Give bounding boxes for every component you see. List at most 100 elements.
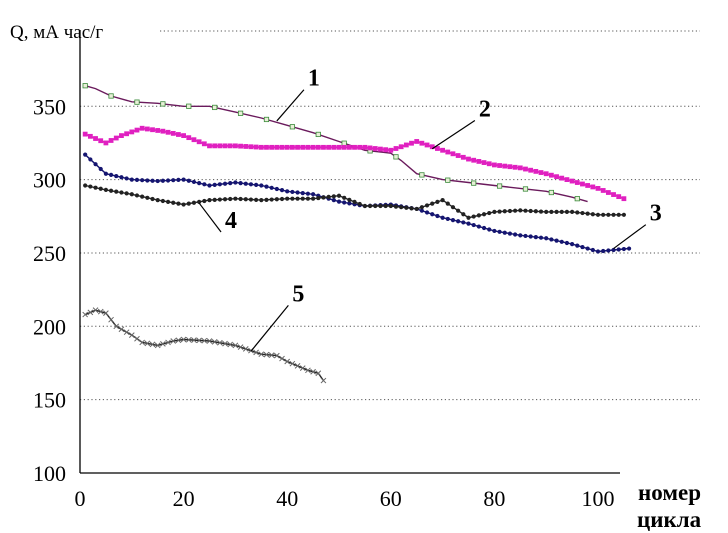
series-2-point	[481, 160, 487, 165]
series-3-point	[259, 183, 264, 188]
series-2-point	[528, 167, 534, 173]
series-4-point	[222, 197, 228, 202]
curve-labels: 1 2 3 4 5	[198, 66, 662, 352]
series-4-point	[155, 198, 160, 203]
series-2-point	[512, 164, 518, 170]
series-4-point	[611, 212, 616, 217]
series-2-point	[279, 144, 285, 150]
curve-label-1: 1	[308, 66, 320, 92]
series-5-point	[299, 365, 306, 371]
series-2-point	[523, 166, 528, 172]
series-4-point	[383, 203, 388, 209]
series-4-point	[160, 198, 165, 204]
y-tick-label-100: 100	[33, 461, 66, 486]
series-3-point	[119, 175, 124, 180]
series-4-point	[404, 205, 409, 210]
series-5-point	[170, 338, 177, 344]
series-2-point	[144, 126, 150, 132]
series-3-point	[269, 185, 274, 190]
series-4-point	[554, 209, 559, 214]
series-2-point	[419, 140, 425, 146]
series-4-point	[424, 203, 430, 208]
series-3-point	[238, 181, 243, 186]
series-2-point	[466, 156, 471, 162]
series-3-point	[311, 192, 316, 197]
series-5-point	[139, 339, 146, 346]
series-3-point	[254, 182, 259, 187]
series-5-point	[305, 367, 311, 374]
series-4-point	[259, 198, 264, 203]
leader-line-1	[276, 89, 305, 122]
series-2-point	[170, 130, 176, 136]
series-3-point	[274, 186, 279, 192]
series-2-point	[517, 165, 523, 171]
series-4-point	[492, 209, 497, 214]
series-3-point	[217, 182, 222, 187]
series-1-point	[186, 103, 192, 109]
series-3-point	[456, 219, 461, 224]
y-tick-label-250: 250	[33, 241, 66, 266]
series-3-point	[305, 191, 311, 196]
series-2-point	[616, 194, 622, 200]
series-2-point	[191, 137, 197, 143]
series-4-point	[176, 201, 181, 206]
series-4-point	[83, 183, 88, 188]
series-5-point	[253, 349, 259, 356]
series-4-point	[295, 196, 300, 201]
series-2-point	[248, 144, 254, 150]
series-3-point	[538, 235, 544, 240]
series-3-point	[134, 177, 140, 182]
series-2-point	[393, 146, 399, 151]
series-3-point	[424, 210, 430, 215]
series-4-point	[269, 197, 274, 202]
series-2-point	[176, 132, 181, 137]
series-3-point	[497, 229, 502, 234]
series-5-point	[294, 363, 301, 369]
series-4-point	[466, 215, 471, 220]
series-3-point	[507, 231, 513, 236]
series-5-point	[87, 309, 94, 316]
series-3-point	[580, 244, 585, 250]
series-5-point	[165, 339, 171, 346]
curve-label-5: 5	[292, 281, 304, 307]
leader-line-4	[198, 202, 222, 233]
series-3-point	[181, 177, 186, 182]
series-4-point	[238, 196, 243, 202]
series-3-point	[626, 246, 632, 251]
series-2-point	[243, 144, 249, 149]
series-4-point	[518, 208, 523, 213]
series-3	[83, 152, 632, 254]
x-tick-label-100: 100	[582, 486, 615, 511]
series-4-point	[145, 195, 150, 200]
series-5-point	[108, 316, 114, 323]
series-4-point	[300, 196, 305, 201]
series-4-point	[134, 193, 140, 198]
series-4-point	[513, 208, 518, 213]
series-2-point	[103, 140, 109, 146]
series-2-point	[217, 143, 223, 149]
series-2-point	[258, 144, 264, 150]
series-3-point	[248, 182, 254, 187]
series-2-point	[289, 144, 295, 150]
series-3-point	[202, 182, 207, 187]
series-3-point	[160, 178, 165, 183]
series-2-point	[321, 144, 326, 150]
series-5-point	[315, 370, 322, 377]
series-1-point	[419, 172, 425, 178]
series-2-point	[502, 163, 508, 169]
series-2-point	[471, 157, 477, 163]
y-axis-label: Q, мА час/г	[10, 22, 103, 43]
series-4-point	[580, 210, 585, 216]
series-4-point	[181, 202, 186, 207]
series-2-point	[450, 151, 456, 157]
series-2-point	[486, 161, 492, 167]
series-3-point	[171, 178, 176, 183]
series-2-point	[580, 181, 585, 187]
series-5-point	[180, 336, 187, 343]
series-3-point	[336, 199, 342, 204]
x-tick-label-60: 60	[380, 486, 402, 511]
series-2-point	[269, 144, 275, 150]
series-4-point	[476, 213, 481, 218]
series-2-point	[305, 144, 311, 150]
series-2-point	[108, 138, 114, 143]
